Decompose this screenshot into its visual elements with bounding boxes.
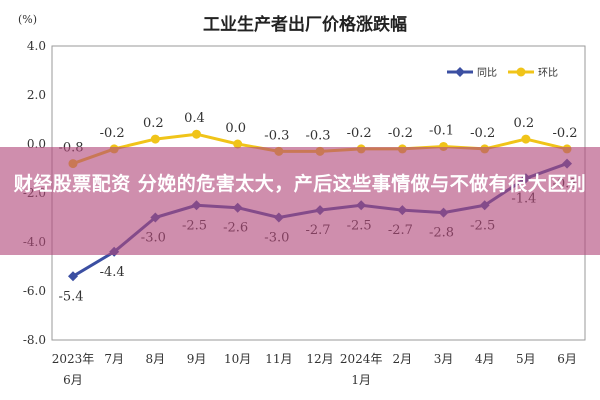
watermark-banner: 财经股票配资 分娩的危害太大，产后这些事情做与不做有很大区别 <box>0 147 600 255</box>
x-tick-label: 8月 <box>146 352 166 366</box>
data-label: 0.0 <box>225 121 246 136</box>
data-point-mom <box>521 134 531 144</box>
x-tick-label: 9月 <box>187 352 207 366</box>
x-tick-label: 3月 <box>434 352 454 366</box>
data-label: -0.1 <box>429 123 454 138</box>
x-tick-label: 2024年 <box>340 352 383 366</box>
legend-label: 同比 <box>477 67 497 79</box>
data-point-mom <box>233 139 243 149</box>
watermark-text: 财经股票配资 分娩的危害太大，产后这些事情做与不做有很大区别 <box>13 173 587 195</box>
data-point-mom <box>150 134 160 144</box>
y-axis-unit: (%) <box>18 13 37 26</box>
x-tick-label: 1月 <box>351 373 371 387</box>
chart-title: 工业生产者出厂价格涨跌幅 <box>203 14 407 35</box>
data-label: -5.4 <box>58 289 83 304</box>
data-label: -4.4 <box>100 265 125 280</box>
data-label: 0.2 <box>143 116 164 131</box>
y-tick-label: -8.0 <box>23 333 46 347</box>
x-tick-label: 12月 <box>306 352 333 366</box>
x-tick-label: 6月 <box>557 352 577 366</box>
data-point-mom <box>192 129 202 139</box>
x-tick-label: 2月 <box>393 352 413 366</box>
x-tick-label: 11月 <box>265 352 292 366</box>
legend-label: 环比 <box>538 67 558 79</box>
x-tick-label: 6月 <box>63 373 83 387</box>
data-label: -0.2 <box>388 126 413 141</box>
x-tick-label: 4月 <box>475 352 495 366</box>
data-label: -0.2 <box>553 126 578 141</box>
data-label: -0.3 <box>305 128 330 143</box>
y-tick-label: 2.0 <box>27 88 46 102</box>
data-point-yoy <box>68 271 78 282</box>
data-label: 0.2 <box>514 116 535 131</box>
data-label: -0.2 <box>470 126 495 141</box>
legend-marker <box>516 67 526 77</box>
x-tick-label: 10月 <box>224 352 251 366</box>
y-tick-label: -6.0 <box>23 284 46 298</box>
x-tick-label: 5月 <box>516 352 536 366</box>
data-label: -0.2 <box>100 126 125 141</box>
x-tick-label: 2023年 <box>52 352 95 366</box>
y-tick-label: 4.0 <box>27 39 46 53</box>
legend-marker <box>455 67 465 77</box>
data-label: -0.3 <box>264 128 289 143</box>
data-label: -0.2 <box>347 126 372 141</box>
x-tick-label: 7月 <box>104 352 124 366</box>
data-label: 0.4 <box>184 111 205 126</box>
